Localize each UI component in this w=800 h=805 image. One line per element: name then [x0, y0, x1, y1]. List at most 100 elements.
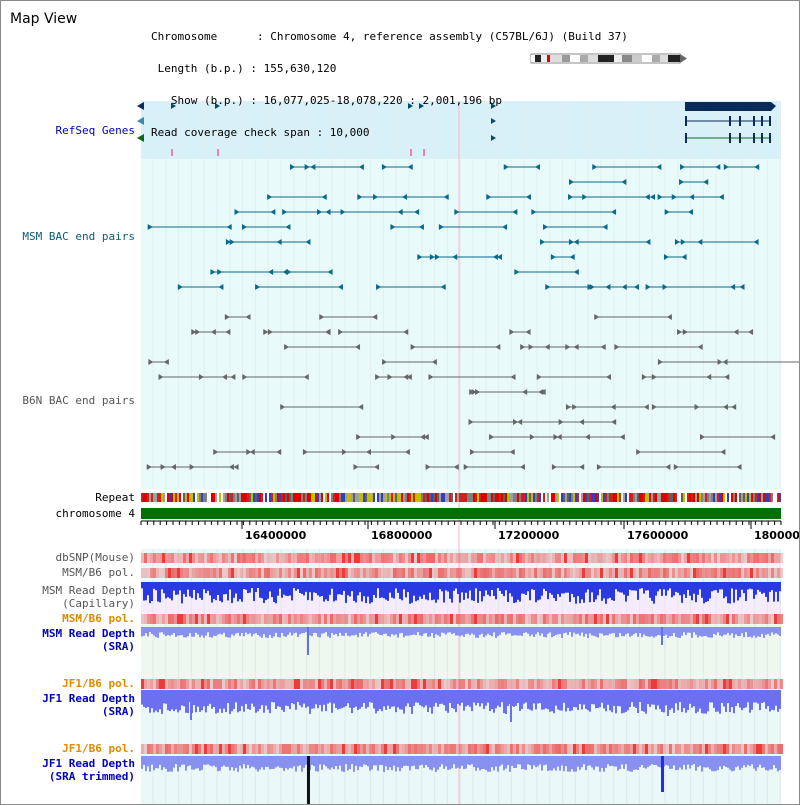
heat-cell [375, 568, 378, 578]
depth-bar [193, 690, 195, 706]
depth-bar [167, 756, 169, 772]
heat-cell [228, 679, 231, 689]
depth-bar [327, 627, 329, 637]
depth-bar [763, 756, 765, 768]
repeat-block [247, 493, 249, 502]
heat-cell [777, 614, 780, 624]
depth-bar [339, 627, 341, 633]
depth-bar [733, 582, 735, 603]
heat-cell [540, 614, 543, 624]
repeat-block [681, 493, 683, 502]
depth-bar [593, 627, 595, 636]
heat-cell [189, 568, 192, 578]
heat-cell [501, 553, 504, 563]
depth-bar [217, 756, 219, 772]
depth-bar [359, 582, 361, 593]
depth-bar [729, 690, 731, 713]
heat-cell [297, 679, 300, 689]
heat-cell [216, 744, 219, 754]
depth-bar [515, 690, 517, 706]
ideogram-band [632, 55, 642, 62]
heat-cell [360, 553, 363, 563]
depth-bar [773, 690, 775, 711]
heat-cell [669, 553, 672, 563]
bac-end-arrow [569, 254, 575, 260]
depth-bar [557, 756, 559, 767]
depth-bar [323, 627, 325, 634]
refseq-genes-label[interactable]: RefSeq Genes [55, 124, 135, 137]
bac-end-arrow [282, 209, 288, 215]
depth-bar [745, 582, 747, 602]
depth-bar [459, 582, 461, 603]
depth-bar [297, 756, 299, 767]
bac-end-arrow [540, 239, 546, 245]
depth-bar [555, 756, 557, 771]
heat-cell [390, 614, 393, 624]
depth-bar [603, 690, 605, 709]
heat-cell [681, 744, 684, 754]
heat-cell [213, 553, 216, 563]
heat-cell [393, 679, 396, 689]
b6n-bac-label[interactable]: B6N BAC end pairs [22, 394, 135, 407]
heat-cell [168, 553, 171, 563]
repeat-block [401, 493, 403, 502]
heat-cell [294, 568, 297, 578]
heat-cell [525, 679, 528, 689]
bac-end-arrow [404, 449, 410, 455]
repeat-block [603, 493, 605, 502]
depth-bar [721, 582, 723, 590]
heat-cell [738, 568, 741, 578]
heat-cell [384, 553, 387, 563]
heat-cell [225, 614, 228, 624]
bac-end-arrow [242, 224, 248, 230]
depth-bar [633, 690, 635, 707]
repeat-block [593, 493, 595, 502]
heat-cell [237, 744, 240, 754]
heat-cell [171, 614, 174, 624]
depth-bar [247, 756, 249, 765]
heat-cell [540, 568, 543, 578]
bac-end-arrow [358, 404, 364, 410]
heat-cell [282, 744, 285, 754]
heat-cell [612, 553, 615, 563]
depth-bar [269, 756, 271, 770]
heat-cell [354, 614, 357, 624]
heat-cell [195, 679, 198, 689]
heat-cell [519, 568, 522, 578]
heat-cell [462, 568, 465, 578]
heat-cell [510, 568, 513, 578]
depth-bar [709, 582, 711, 599]
msm-bac-label[interactable]: MSM BAC end pairs [22, 230, 135, 243]
heat-cell [720, 568, 723, 578]
depth-bar [743, 582, 745, 594]
heat-cell [279, 614, 282, 624]
heat-cell [339, 679, 342, 689]
depth-bar [605, 756, 607, 768]
heat-cell [300, 679, 303, 689]
heat-cell [315, 679, 318, 689]
depth-bar [571, 756, 573, 770]
depth-bar [451, 690, 453, 708]
heat-cell [696, 568, 699, 578]
heat-cell [630, 679, 633, 689]
heat-cell [327, 568, 330, 578]
heat-cell [729, 744, 732, 754]
heat-cell [198, 614, 201, 624]
depth-bar [581, 690, 583, 710]
heat-cell [354, 568, 357, 578]
heat-cell [645, 744, 648, 754]
heat-cell [369, 679, 372, 689]
depth-bar [457, 627, 459, 636]
repeat-block [153, 493, 155, 502]
depth-bar [561, 690, 563, 711]
heat-cell [318, 744, 321, 754]
bac-end-arrow [358, 164, 364, 170]
depth-bar [621, 756, 623, 765]
depth-bar [227, 627, 229, 638]
heat-cell [426, 568, 429, 578]
bac-end-arrow [634, 284, 640, 290]
heat-cell [762, 679, 765, 689]
depth-bar [641, 582, 643, 589]
depth-bar [435, 627, 437, 635]
